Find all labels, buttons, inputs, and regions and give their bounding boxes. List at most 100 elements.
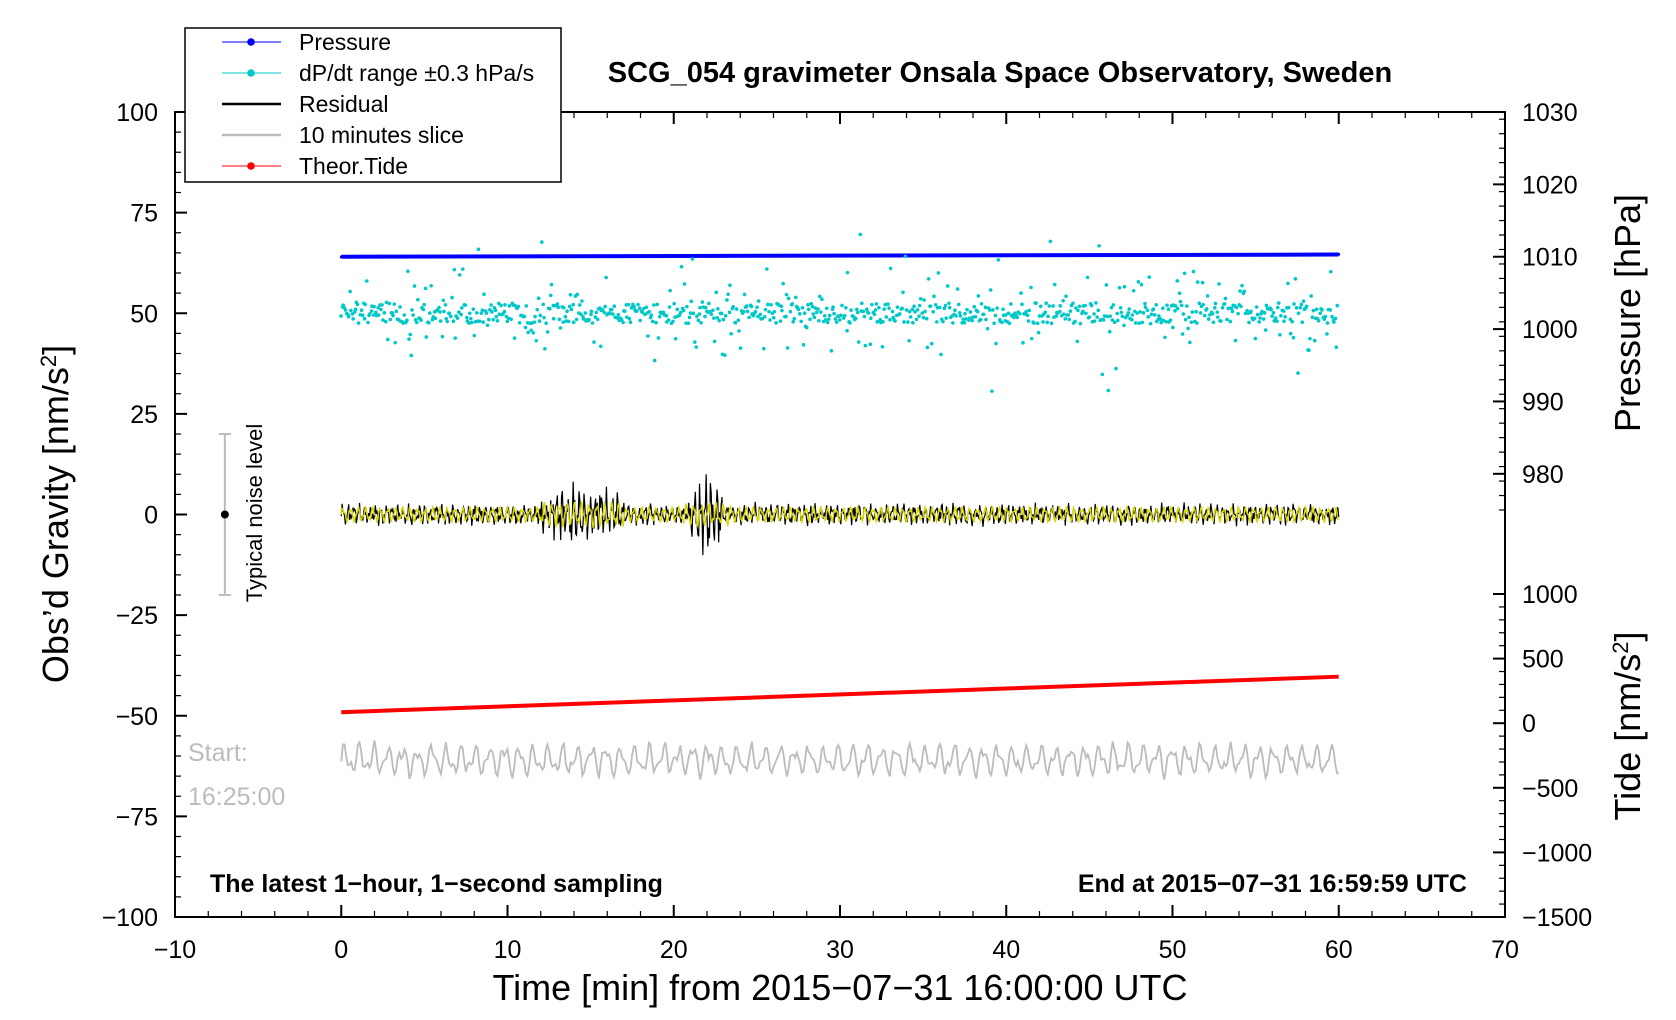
dpdt-point xyxy=(921,315,926,320)
dpdt-point xyxy=(438,310,442,314)
dpdt-point xyxy=(455,316,460,320)
dpdt-point xyxy=(780,308,784,313)
pressure-point xyxy=(845,254,849,258)
pressure-point xyxy=(579,255,583,259)
dpdt-point xyxy=(523,325,528,330)
dpdt-point xyxy=(939,352,943,357)
pressure-point xyxy=(1211,253,1214,257)
dpdt-point xyxy=(767,309,771,314)
dpdt-point xyxy=(957,310,962,315)
pressure-point xyxy=(745,254,749,257)
pressure-point xyxy=(971,253,975,257)
dpdt-point xyxy=(1282,319,1286,324)
bottom-right-note: End at 2015−07−31 16:59:59 UTC xyxy=(1078,870,1467,898)
dpdt-point xyxy=(888,266,893,271)
dpdt-point xyxy=(1194,309,1198,314)
dpdt-point xyxy=(401,321,405,325)
pressure-point xyxy=(619,254,622,258)
pressure-point xyxy=(1244,253,1248,257)
dpdt-point xyxy=(831,305,835,309)
dpdt-point xyxy=(469,316,473,321)
dpdt-point xyxy=(1181,312,1186,316)
dpdt-point xyxy=(471,307,476,312)
pressure-point xyxy=(818,254,822,258)
dpdt-point xyxy=(427,320,431,325)
legend-dot-sample xyxy=(247,162,255,170)
dpdt-point xyxy=(1105,314,1110,319)
dpdt-point xyxy=(452,267,457,272)
dpdt-point xyxy=(1273,316,1278,320)
pressure-point xyxy=(1224,253,1228,257)
dpdt-point xyxy=(1076,308,1080,313)
x-tick-label: −10 xyxy=(154,936,196,964)
dpdt-point xyxy=(627,316,632,321)
dpdt-point xyxy=(1177,291,1182,296)
dpdt-point xyxy=(983,305,988,310)
dpdt-point xyxy=(791,320,795,324)
dpdt-point xyxy=(1052,282,1057,287)
dpdt-point xyxy=(1219,319,1223,323)
dpdt-point xyxy=(703,314,707,319)
pressure-point xyxy=(851,254,855,257)
dpdt-point xyxy=(893,319,897,323)
dpdt-point xyxy=(1204,307,1209,311)
dpdt-point xyxy=(1094,301,1098,305)
dpdt-point xyxy=(961,317,966,322)
dpdt-point xyxy=(1049,321,1054,326)
pressure-point xyxy=(519,255,523,259)
dpdt-point xyxy=(1145,308,1150,313)
dpdt-point xyxy=(463,303,468,307)
pressure-point xyxy=(1097,253,1101,257)
dpdt-point xyxy=(568,292,573,297)
pressure-point xyxy=(1051,253,1055,257)
dpdt-point xyxy=(970,318,975,323)
dpdt-point xyxy=(694,345,699,349)
dpdt-point xyxy=(394,309,399,314)
dpdt-point xyxy=(1147,275,1152,279)
dpdt-point xyxy=(571,302,576,307)
dpdt-point xyxy=(917,303,922,308)
dpdt-point xyxy=(778,319,783,323)
dpdt-point xyxy=(499,303,503,308)
dpdt-point xyxy=(595,317,600,322)
pressure-tick-label: 980 xyxy=(1522,461,1564,489)
dpdt-point xyxy=(1325,321,1330,325)
legend-entry: 10 minutes slice xyxy=(222,122,464,148)
dpdt-point xyxy=(967,316,972,320)
pressure-point xyxy=(359,255,363,259)
dpdt-point xyxy=(786,296,791,301)
dpdt-point xyxy=(873,308,878,312)
dpdt-point xyxy=(656,336,661,340)
dpdt-point xyxy=(422,302,426,307)
dpdt-point xyxy=(742,292,747,297)
dpdt-point xyxy=(412,284,417,288)
dpdt-point xyxy=(883,302,888,307)
dpdt-point xyxy=(672,301,676,306)
dpdt-point xyxy=(1007,321,1012,325)
pressure-point xyxy=(785,254,789,258)
dpdt-point xyxy=(411,313,415,317)
dpdt-point xyxy=(1171,325,1175,330)
tide-tick-label: −500 xyxy=(1522,775,1578,803)
dpdt-point xyxy=(717,318,722,323)
dpdt-point xyxy=(761,346,766,351)
dpdt-point xyxy=(548,306,552,311)
pressure-point xyxy=(386,255,390,258)
pressure-point xyxy=(1164,253,1168,257)
dpdt-point xyxy=(1143,305,1148,310)
left-tick-label: −100 xyxy=(102,904,158,932)
dpdt-point xyxy=(1205,294,1210,298)
dpdt-point xyxy=(1240,283,1244,288)
series-layer xyxy=(339,232,1341,782)
pressure-point xyxy=(479,254,483,258)
dpdt-point xyxy=(781,281,785,286)
pressure-point xyxy=(346,255,350,259)
dpdt-point xyxy=(529,328,533,333)
dpdt-point xyxy=(1141,311,1146,315)
dpdt-point xyxy=(785,346,790,350)
dpdt-point xyxy=(726,292,730,297)
dpdt-point xyxy=(799,319,803,324)
x-tick-label: 20 xyxy=(660,936,688,964)
pressure-point xyxy=(891,254,895,258)
dpdt-point xyxy=(1243,311,1248,316)
